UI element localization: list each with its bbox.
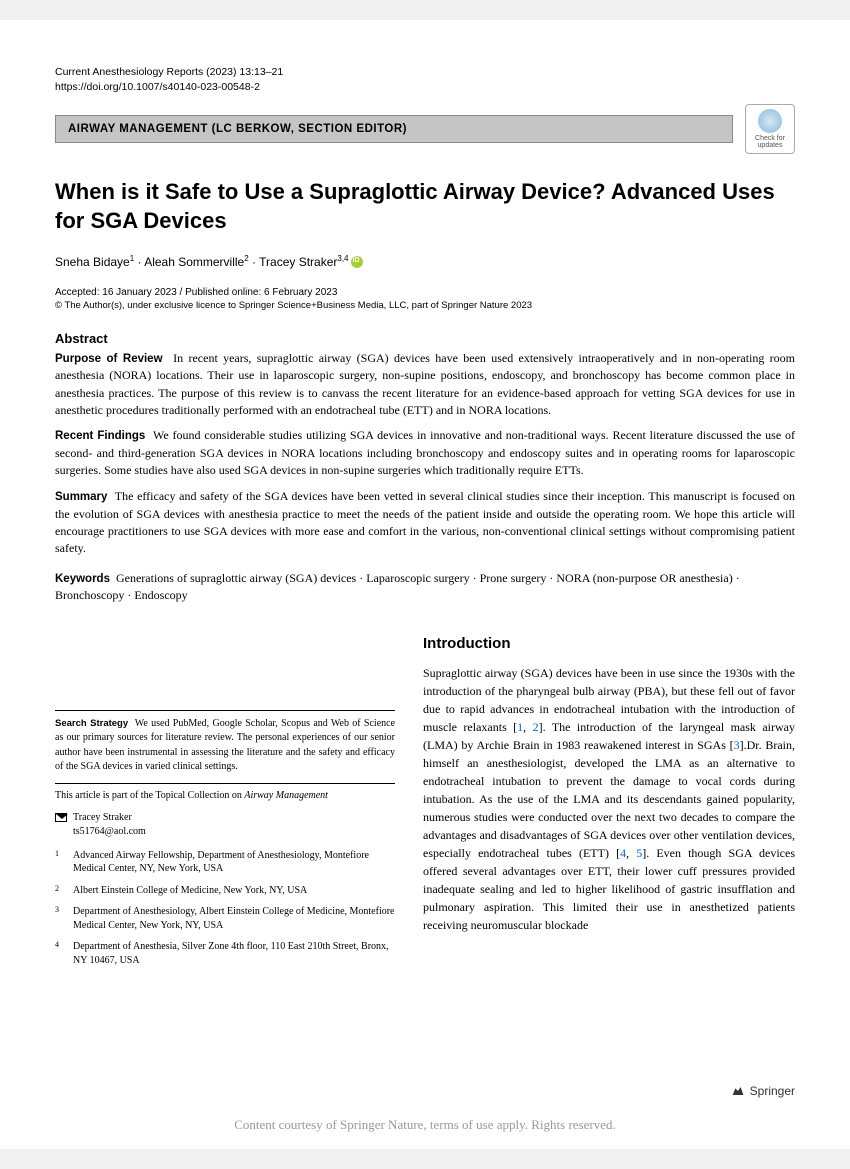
- affiliation-num: 2: [55, 884, 59, 895]
- findings-label: Recent Findings: [55, 430, 145, 442]
- check-updates-badge[interactable]: Check for updates: [745, 104, 795, 154]
- page: Current Anesthesiology Reports (2023) 13…: [0, 20, 850, 1149]
- journal-doi[interactable]: https://doi.org/10.1007/s40140-023-00548…: [55, 80, 795, 95]
- citation-ref[interactable]: 1: [517, 720, 523, 734]
- affiliation-item: 2Albert Einstein College of Medicine, Ne…: [55, 884, 395, 898]
- keywords-text: Generations of supraglottic airway (SGA)…: [55, 571, 740, 603]
- citation-ref[interactable]: 2: [533, 720, 539, 734]
- copyright: © The Author(s), under exclusive licence…: [55, 300, 795, 311]
- affiliation-item: 1Advanced Airway Fellowship, Department …: [55, 849, 395, 876]
- authors-list: Sneha Bidaye1 · Aleah Sommerville2 · Tra…: [55, 254, 795, 269]
- affiliation-item: 4Department of Anesthesia, Silver Zone 4…: [55, 940, 395, 967]
- topical-note: This article is part of the Topical Coll…: [55, 783, 395, 801]
- section-bar: AIRWAY MANAGEMENT (LC BERKOW, SECTION ED…: [55, 104, 795, 154]
- journal-citation: Current Anesthesiology Reports (2023) 13…: [55, 65, 795, 80]
- introduction-body: Supraglottic airway (SGA) devices have b…: [423, 664, 795, 934]
- publication-dates: Accepted: 16 January 2023 / Published on…: [55, 287, 795, 298]
- affiliations-list: 1Advanced Airway Fellowship, Department …: [55, 849, 395, 968]
- abstract-summary: Summary The efficacy and safety of the S…: [55, 488, 795, 558]
- article-title: When is it Safe to Use a Supraglottic Ai…: [55, 178, 795, 235]
- affiliation-num: 3: [55, 905, 59, 916]
- publisher-brand: Springer: [730, 1083, 795, 1099]
- right-column: Introduction Supraglottic airway (SGA) d…: [423, 635, 795, 976]
- footer-courtesy: Content courtesy of Springer Nature, ter…: [0, 1117, 850, 1133]
- search-strategy: Search Strategy We used PubMed, Google S…: [55, 710, 395, 775]
- check-updates-text: Check for updates: [746, 135, 794, 150]
- springer-horse-icon: [730, 1083, 746, 1099]
- citation-ref[interactable]: 3: [734, 738, 740, 752]
- search-strategy-label: Search Strategy: [55, 718, 128, 729]
- corr-email[interactable]: ts51764@aol.com: [73, 826, 146, 837]
- section-label: AIRWAY MANAGEMENT (LC BERKOW, SECTION ED…: [55, 115, 733, 143]
- authors-names: Sneha Bidaye1 · Aleah Sommerville2 · Tra…: [55, 255, 349, 269]
- summary-text: The efficacy and safety of the SGA devic…: [55, 489, 795, 555]
- topical-note-italic: Airway Management: [244, 790, 328, 801]
- publisher-name: Springer: [750, 1084, 795, 1098]
- envelope-icon: [55, 813, 67, 822]
- affiliation-item: 3Department of Anesthesiology, Albert Ei…: [55, 905, 395, 932]
- journal-info: Current Anesthesiology Reports (2023) 13…: [55, 65, 795, 94]
- two-column-section: Search Strategy We used PubMed, Google S…: [55, 635, 795, 976]
- topical-note-text: This article is part of the Topical Coll…: [55, 790, 244, 801]
- abstract-findings: Recent Findings We found considerable st…: [55, 427, 795, 479]
- affiliation-num: 4: [55, 940, 59, 951]
- corresponding-author: Tracey Straker ts51764@aol.com: [55, 811, 395, 839]
- abstract-purpose: Purpose of Review In recent years, supra…: [55, 350, 795, 420]
- purpose-label: Purpose of Review: [55, 353, 163, 365]
- check-updates-icon: [758, 109, 782, 133]
- summary-label: Summary: [55, 491, 107, 503]
- keywords-label: Keywords: [55, 573, 110, 585]
- orcid-icon[interactable]: [351, 256, 363, 268]
- spacer: [55, 635, 395, 710]
- left-column: Search Strategy We used PubMed, Google S…: [55, 635, 395, 976]
- citation-ref[interactable]: 5: [636, 846, 642, 860]
- introduction-heading: Introduction: [423, 635, 795, 652]
- abstract-heading: Abstract: [55, 331, 795, 346]
- purpose-text: In recent years, supraglottic airway (SG…: [55, 351, 795, 417]
- affiliation-num: 1: [55, 849, 59, 860]
- keywords: Keywords Generations of supraglottic air…: [55, 570, 795, 605]
- citation-ref[interactable]: 4: [620, 846, 626, 860]
- corr-name: Tracey Straker: [73, 812, 132, 823]
- findings-text: We found considerable studies utilizing …: [55, 428, 795, 477]
